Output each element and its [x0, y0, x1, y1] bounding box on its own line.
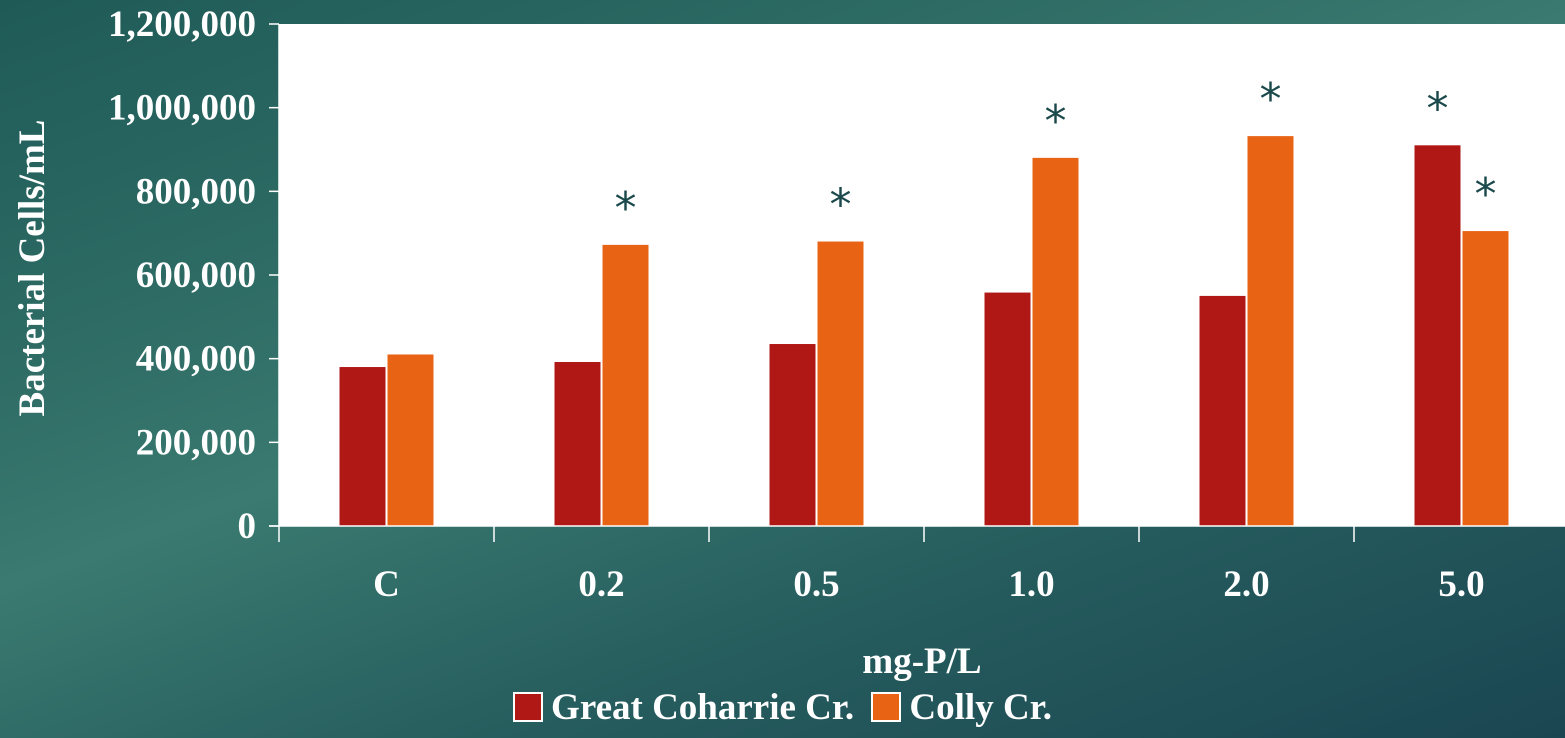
y-tick-label-4: 800,000: [136, 171, 256, 212]
bars-group: [339, 136, 1509, 527]
x-tick-label-0.5: 0.5: [793, 564, 839, 605]
significance-star-great-coharrie-5.0: *: [1427, 83, 1449, 134]
y-tick-label-0: 0: [238, 506, 257, 547]
significance-star-colly-1.0: *: [1045, 96, 1067, 147]
y-tick-label-5: 1,000,000: [108, 88, 256, 129]
legend-item-colly: Colly Cr.: [871, 686, 1052, 729]
y-tick-label-3: 600,000: [136, 255, 256, 296]
x-tick-label-0.2: 0.2: [578, 564, 624, 605]
x-tick-label-5.0: 5.0: [1438, 564, 1484, 605]
significance-star-colly-2.0: *: [1260, 74, 1282, 125]
bar-colly-5.0: [1462, 231, 1509, 526]
legend-swatch-colly: [871, 692, 902, 722]
significance-star-colly-5.0: *: [1475, 169, 1497, 220]
x-tick-label-1.0: 1.0: [1008, 564, 1054, 605]
legend-label-great-coharrie: Great Coharrie Cr.: [551, 687, 855, 728]
bar-great-coharrie-0.5: [769, 344, 816, 526]
x-tick-label-C: C: [373, 564, 400, 605]
y-tick-label-1: 200,000: [136, 422, 256, 463]
axes-group: [269, 23, 1565, 542]
legend-swatch-great-coharrie: [513, 692, 544, 722]
legend-label-colly: Colly Cr.: [909, 687, 1052, 728]
bar-colly-0.2: [602, 244, 649, 526]
bar-colly-1.0: [1032, 157, 1079, 526]
x-tick-label-2.0: 2.0: [1223, 564, 1269, 605]
significance-star-colly-0.5: *: [830, 180, 852, 231]
plot-area: [279, 24, 1565, 526]
bar-great-coharrie-C: [339, 367, 386, 526]
legend: Great Coharrie Cr. Colly Cr.: [0, 686, 1565, 729]
legend-item-great-coharrie: Great Coharrie Cr.: [513, 686, 854, 729]
bar-great-coharrie-0.2: [554, 362, 601, 526]
significance-markers: * * * * * *: [615, 74, 1497, 234]
y-tick-labels: 0 200,000 400,000 600,000 800,000 1,000,000 1,…: [108, 4, 256, 547]
bar-colly-2.0: [1247, 136, 1294, 526]
y-tick-label-2: 400,000: [136, 339, 256, 380]
bar-great-coharrie-1.0: [984, 292, 1031, 526]
bar-colly-0.5: [817, 241, 864, 527]
bar-great-coharrie-2.0: [1199, 295, 1246, 526]
y-axis-title: Bacterial Cells/mL: [12, 120, 53, 417]
bar-great-coharrie-5.0: [1414, 145, 1461, 527]
bar-colly-C: [387, 354, 434, 526]
x-tick-labels: C 0.2 0.5 1.0 2.0 5.0: [373, 564, 1484, 605]
x-axis-title: mg-P/L: [862, 641, 981, 682]
significance-star-colly-0.2: *: [615, 183, 637, 234]
y-tick-label-6: 1,200,000: [108, 4, 256, 45]
